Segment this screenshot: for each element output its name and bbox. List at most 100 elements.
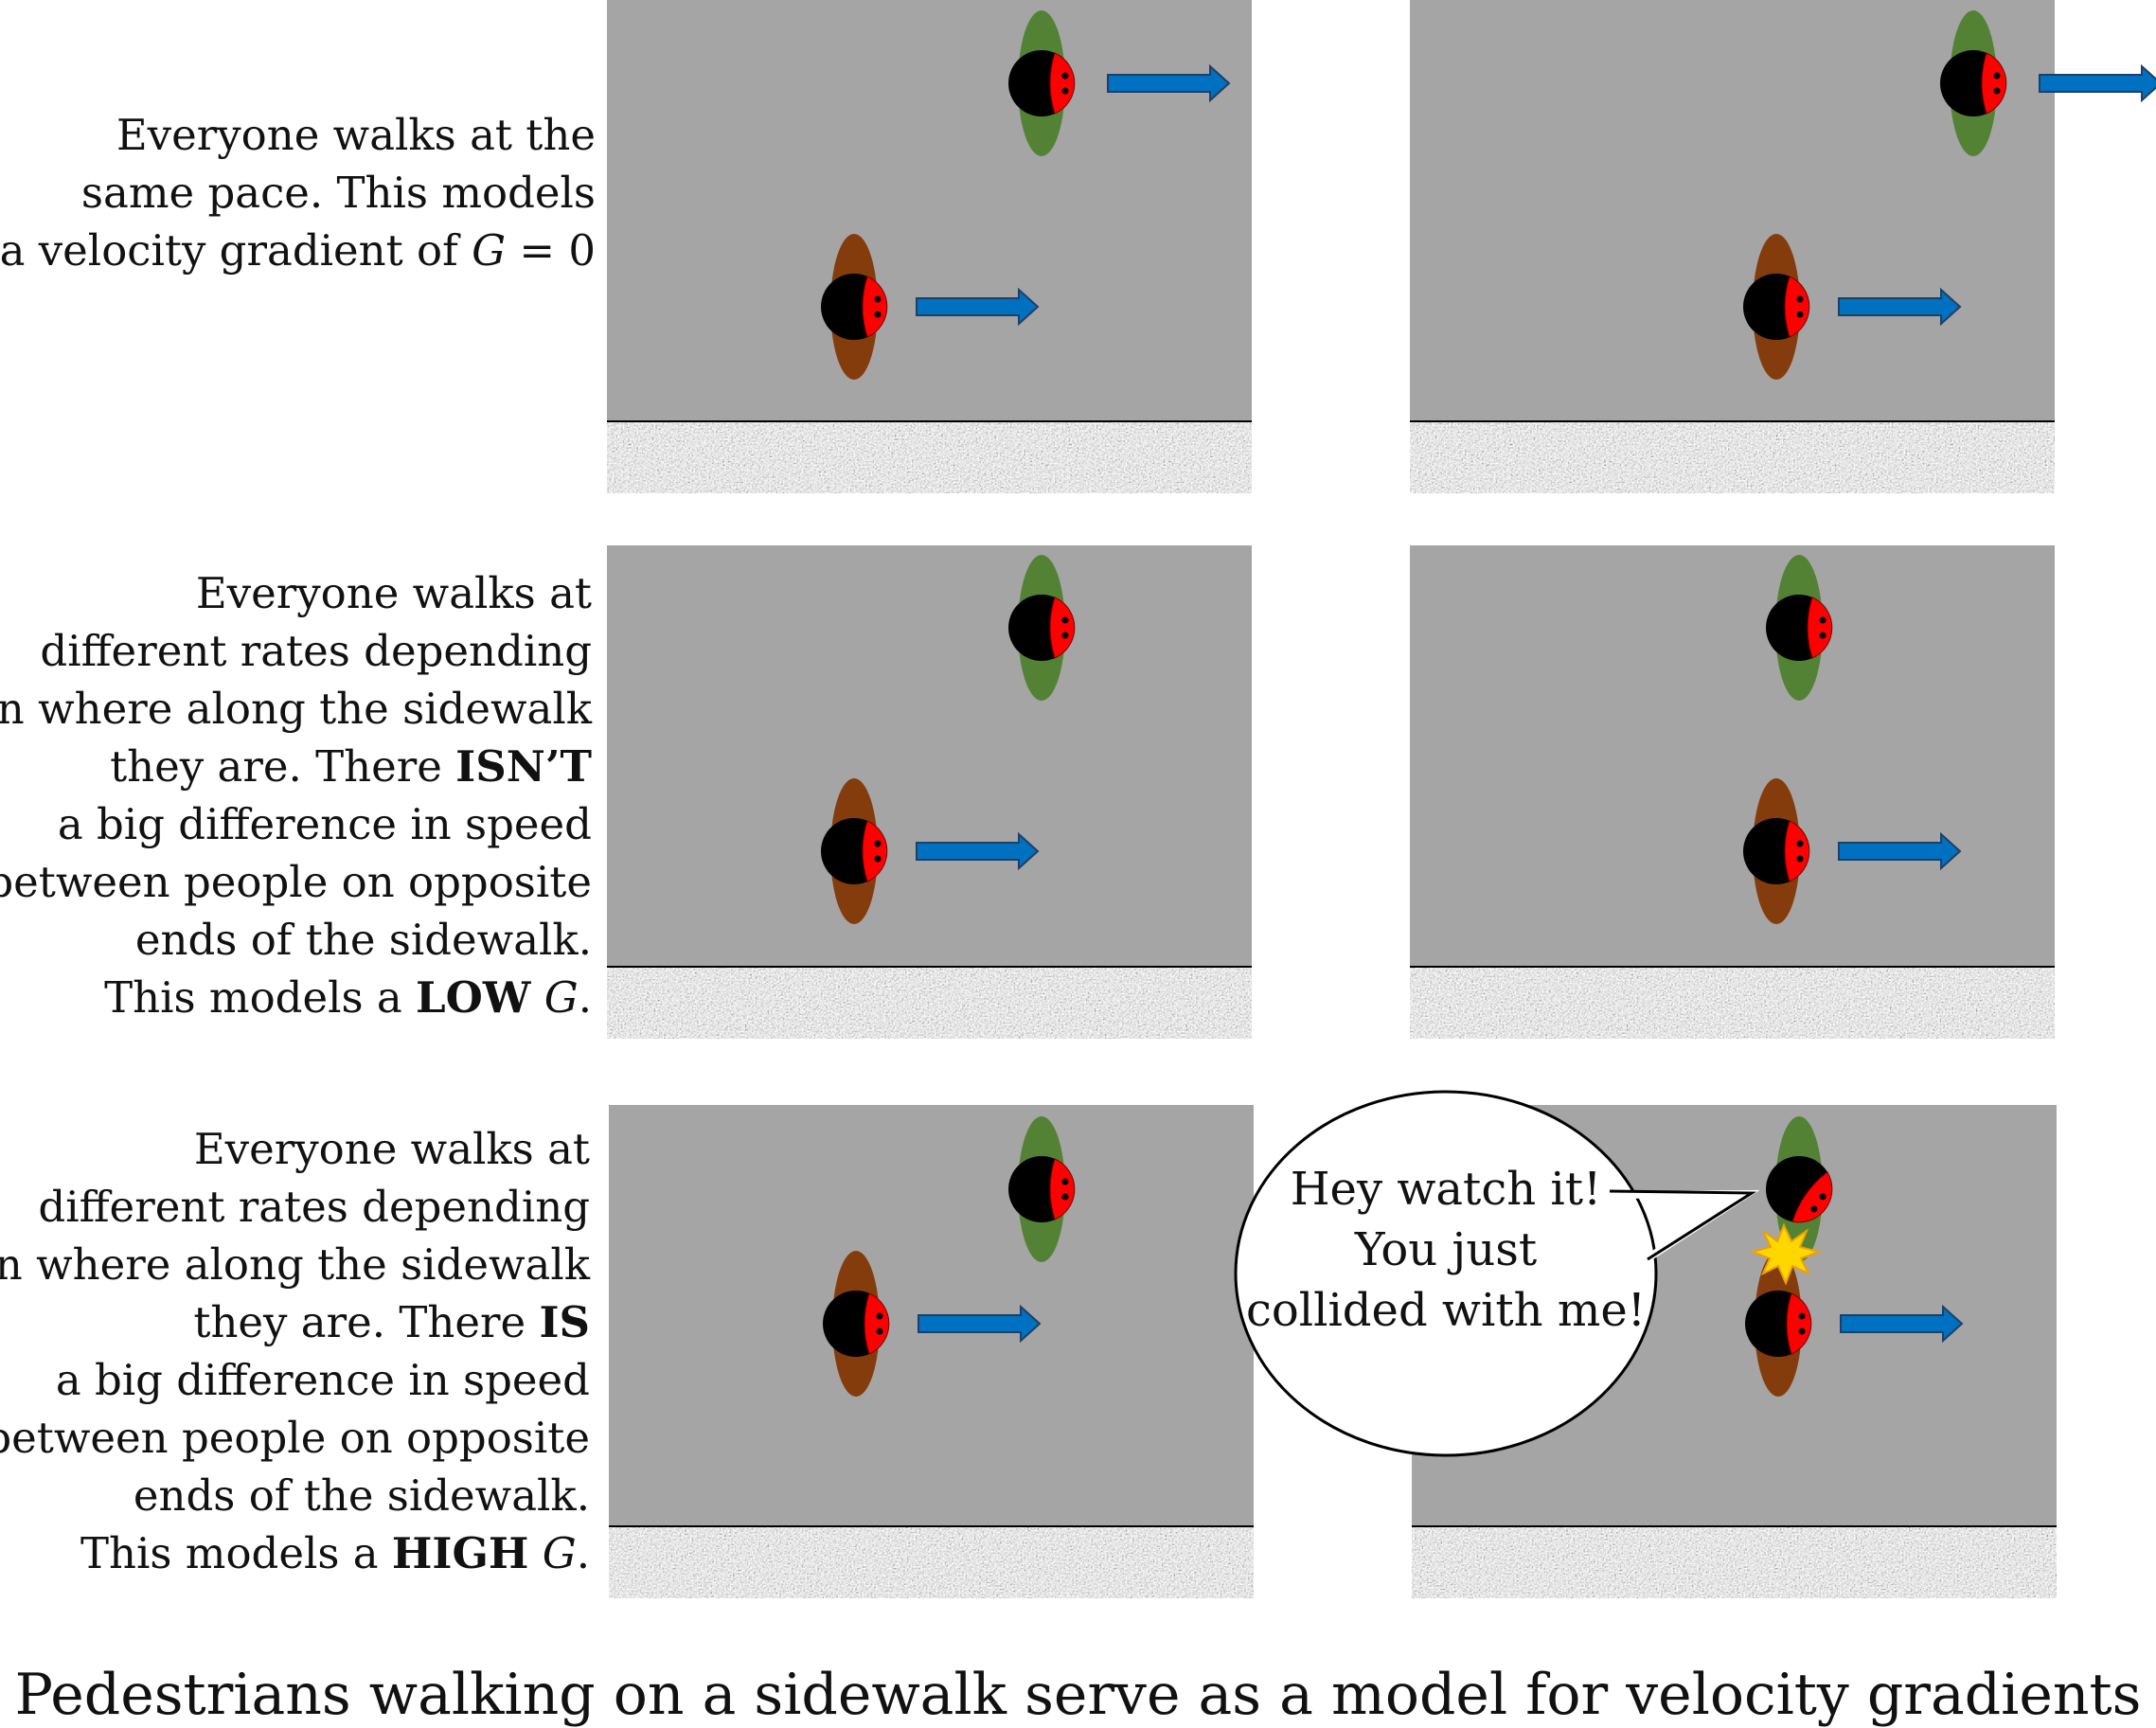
velocity-arrow-bottom <box>1838 287 1962 327</box>
velocity-arrow-top <box>2039 63 2156 103</box>
pedestrian-face <box>1049 1158 1076 1220</box>
speech-line: Hey watch it! <box>1290 1163 1602 1216</box>
pedestrian-top <box>1008 10 1076 156</box>
row-2-description: Everyone walks at different rates dependi… <box>0 564 592 1026</box>
description-run: G <box>472 225 507 276</box>
description-line: a big difference in speed <box>0 1351 590 1409</box>
pedestrian-bottom <box>1745 1251 1812 1397</box>
description-line: on where along the sidewalk <box>0 1236 590 1293</box>
sidewalk-panel-3 <box>607 545 1252 1039</box>
figure-caption: Pedestrians walking on a sidewalk serve … <box>14 1662 2142 1728</box>
description-run: same pace. This models <box>80 168 596 218</box>
pedestrian-top <box>1008 1116 1076 1262</box>
gravel-curb <box>607 421 1252 493</box>
walkway <box>1410 545 2055 967</box>
description-line: This models a HIGH G. <box>0 1524 590 1582</box>
description-line: between people on opposite <box>0 853 592 911</box>
pedestrian-face <box>1049 597 1076 659</box>
gravel-curb <box>609 1526 1254 1598</box>
description-run <box>530 972 543 1023</box>
velocity-arrow-bottom <box>1840 1304 1964 1344</box>
pedestrian-bottom <box>1743 234 1810 380</box>
speech-bubble <box>1234 1090 1760 1457</box>
description-line: ends of the sidewalk. <box>0 911 592 969</box>
walkway <box>607 545 1252 967</box>
pedestrian-bottom <box>821 234 888 380</box>
description-run: = 0 <box>506 225 596 276</box>
description-line: different rates depending <box>0 622 592 680</box>
description-run: they are. There <box>193 1297 540 1347</box>
description-run: ends of the sidewalk. <box>133 1470 590 1521</box>
description-run: a velocity gradient of <box>0 225 472 276</box>
velocity-arrow-bottom <box>918 1304 1042 1344</box>
description-run: . <box>576 1528 590 1578</box>
row-3-description: Everyone walks at different rates dependi… <box>0 1120 590 1582</box>
description-run: LOW <box>416 972 531 1023</box>
description-line: between people on opposite <box>0 1409 590 1467</box>
description-line: Everyone walks at <box>0 1120 590 1178</box>
velocity-arrow-bottom <box>916 831 1040 871</box>
description-line: same pace. This models <box>0 164 596 222</box>
sidewalk-panel-2 <box>1410 0 2156 493</box>
pedestrian-bottom <box>1743 778 1810 924</box>
walkway <box>607 0 1252 421</box>
sidewalk-panel-5 <box>609 1105 1254 1598</box>
description-run: . <box>578 972 592 1023</box>
description-line: This models a LOW G. <box>0 969 592 1026</box>
description-run: they are. There <box>110 741 456 792</box>
description-line: they are. There IS <box>0 1293 590 1351</box>
description-run: G <box>542 1528 577 1578</box>
description-run: different rates depending <box>40 626 592 676</box>
description-run: a big difference in speed <box>57 799 592 849</box>
pedestrian-face <box>862 820 888 882</box>
description-run: between people on opposite <box>0 1413 590 1463</box>
description-line: they are. There ISN’T <box>0 738 592 795</box>
pedestrian-face <box>1791 1171 1833 1223</box>
pedestrian-face <box>1786 1292 1812 1355</box>
pedestrian-face <box>1981 52 2007 115</box>
velocity-arrow-top <box>1107 63 1231 103</box>
pedestrian-top <box>1766 1116 1833 1262</box>
description-line: Everyone walks at the <box>0 106 596 164</box>
description-run: G <box>543 972 579 1023</box>
speech-line: You just <box>1354 1223 1538 1276</box>
sidewalk-panel-1 <box>607 0 1252 493</box>
collision-star-icon <box>1749 1222 1823 1286</box>
pedestrian-bottom <box>821 778 888 924</box>
pedestrian-face <box>1784 276 1810 338</box>
description-line: different rates depending <box>0 1178 590 1236</box>
gravel-curb <box>1410 967 2055 1039</box>
description-run: between people on opposite <box>0 857 592 907</box>
sidewalk-panel-4 <box>1410 545 2055 1039</box>
description-run: Everyone walks at <box>193 1124 590 1174</box>
description-run: ends of the sidewalk. <box>134 915 592 965</box>
description-run: ISN’T <box>455 741 592 792</box>
velocity-arrow-bottom <box>1838 831 1962 871</box>
pedestrian-top <box>1940 10 2007 156</box>
description-run: Everyone walks at the <box>116 110 596 160</box>
description-line: a velocity gradient of G = 0 <box>0 222 596 279</box>
description-run: HIGH <box>391 1528 529 1578</box>
pedestrian-bottom <box>823 1251 890 1397</box>
pedestrian-face <box>1807 597 1833 659</box>
description-line: on where along the sidewalk <box>0 680 592 738</box>
description-line: a big difference in speed <box>0 795 592 853</box>
description-run: This models a <box>104 972 417 1023</box>
description-run: This models a <box>80 1528 392 1578</box>
speech-bubble-text: Hey watch it! You just collided with me! <box>1236 1159 1656 1341</box>
description-run: on where along the sidewalk <box>0 1239 590 1290</box>
description-line: Everyone walks at <box>0 564 592 622</box>
pedestrian-face <box>864 1292 890 1355</box>
description-run: different rates depending <box>38 1182 590 1232</box>
pedestrian-face <box>1049 52 1076 115</box>
speech-line: collided with me! <box>1245 1284 1647 1337</box>
gravel-curb <box>1410 421 2055 493</box>
description-line: ends of the sidewalk. <box>0 1467 590 1524</box>
description-run: on where along the sidewalk <box>0 684 592 734</box>
pedestrian-top <box>1766 555 1833 701</box>
row-1-description: Everyone walks at the same pace. This mod… <box>0 106 596 279</box>
velocity-arrow-bottom <box>916 287 1040 327</box>
gravel-curb <box>607 967 1252 1039</box>
gravel-curb <box>1412 1526 2057 1598</box>
